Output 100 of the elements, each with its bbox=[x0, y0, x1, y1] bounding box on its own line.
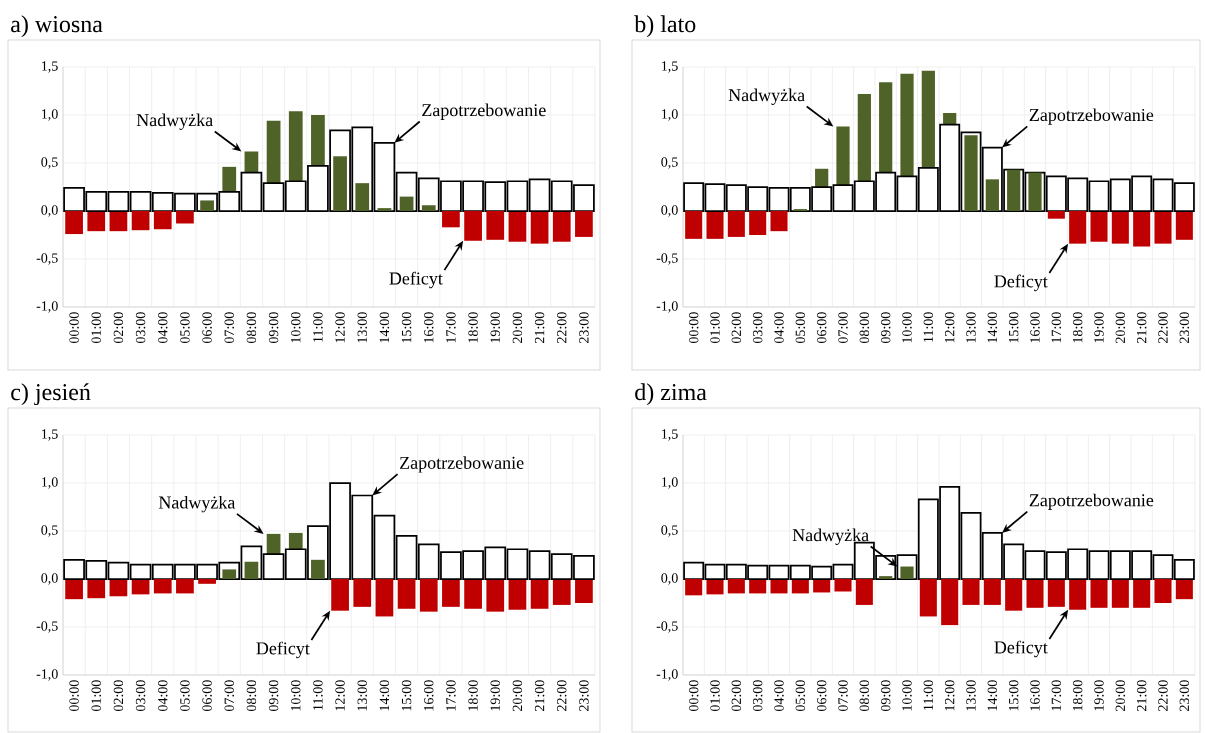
annotation: Zapotrzebowanie bbox=[422, 103, 546, 120]
x-tick-label: 23:00 bbox=[579, 680, 589, 711]
x-tick-label: 02:00 bbox=[731, 680, 742, 712]
x-tick-label: 14:00 bbox=[987, 312, 998, 343]
bar bbox=[421, 205, 436, 212]
bar bbox=[355, 183, 370, 212]
x-tick-label: 05:00 bbox=[795, 312, 806, 344]
bar bbox=[855, 579, 873, 605]
y-tick-label: 1,5 bbox=[662, 429, 678, 441]
bar bbox=[1175, 211, 1193, 240]
x-tick-label: 01:00 bbox=[710, 312, 720, 344]
chart-title: c) jesień bbox=[11, 383, 91, 406]
annotation: Nadwyżka bbox=[728, 88, 805, 105]
x-tick-label: 18:00 bbox=[1072, 680, 1083, 711]
bar bbox=[727, 579, 745, 594]
x-tick-label: 14:00 bbox=[379, 312, 390, 343]
bar bbox=[464, 579, 482, 609]
x-tick-label: 02:00 bbox=[731, 312, 742, 344]
bar bbox=[749, 579, 767, 594]
x-tick-label: 00:00 bbox=[69, 312, 79, 344]
x-tick-label: 02:00 bbox=[113, 312, 124, 344]
annotation: Deficyt bbox=[994, 274, 1048, 292]
x-tick-label: 11:00 bbox=[313, 312, 323, 342]
x-tick-label: 13:00 bbox=[357, 680, 367, 711]
x-tick-label: 22:00 bbox=[1158, 680, 1168, 711]
bar bbox=[397, 579, 416, 609]
x-tick-label: 15:00 bbox=[401, 312, 412, 343]
x-tick-label: 10:00 bbox=[902, 680, 912, 711]
bar bbox=[770, 211, 788, 232]
bar bbox=[552, 579, 571, 605]
y-tick-label: 0,5 bbox=[661, 157, 678, 169]
x-tick-label: 17:00 bbox=[1051, 680, 1062, 711]
x-tick-label: 13:00 bbox=[966, 680, 976, 711]
bar bbox=[1133, 579, 1151, 608]
bar bbox=[311, 559, 325, 580]
bar bbox=[222, 569, 237, 580]
y-tick-label: -1,0 bbox=[36, 669, 58, 681]
x-tick-label: 11:00 bbox=[923, 312, 934, 342]
y-tick-label: -1,0 bbox=[656, 301, 678, 313]
bar bbox=[530, 211, 549, 244]
bar bbox=[508, 211, 527, 242]
x-tick-label: 12:00 bbox=[335, 312, 345, 343]
bar bbox=[87, 211, 106, 232]
bar bbox=[1047, 211, 1065, 219]
x-tick-label: 01:00 bbox=[91, 312, 101, 344]
bar bbox=[1154, 211, 1172, 244]
bar bbox=[1047, 579, 1065, 607]
chart-title: b) lato bbox=[634, 15, 696, 38]
bar bbox=[244, 561, 259, 580]
x-tick-label: 07:00 bbox=[838, 680, 848, 712]
x-tick-label: 03:00 bbox=[135, 680, 146, 712]
y-tick-label: 1,5 bbox=[42, 429, 58, 441]
x-tick-label: 06:00 bbox=[816, 312, 827, 344]
bar bbox=[791, 579, 809, 594]
x-tick-label: 08:00 bbox=[859, 680, 870, 712]
annotation: Zapotrzebowanie bbox=[1029, 493, 1154, 510]
bar bbox=[87, 579, 106, 599]
y-tick-label: 0,0 bbox=[41, 205, 58, 217]
bar bbox=[1133, 211, 1151, 247]
x-tick-label: 04:00 bbox=[774, 312, 784, 344]
bar bbox=[983, 579, 1001, 605]
x-tick-label: 16:00 bbox=[1030, 312, 1040, 343]
x-tick-label: 07:00 bbox=[224, 680, 234, 712]
x-tick-label: 14:00 bbox=[379, 680, 390, 711]
x-tick-label: 08:00 bbox=[246, 680, 257, 712]
bar bbox=[900, 566, 914, 580]
x-tick-label: 19:00 bbox=[490, 312, 500, 343]
bar bbox=[530, 579, 549, 609]
annotation: Deficyt bbox=[994, 640, 1048, 658]
y-tick-label: 0,0 bbox=[41, 573, 58, 585]
bar bbox=[65, 211, 83, 235]
x-tick-label: 02:00 bbox=[113, 680, 124, 712]
y-tick-label: 0,5 bbox=[41, 525, 58, 537]
x-tick-label: 19:00 bbox=[490, 680, 500, 711]
bar bbox=[834, 579, 852, 592]
annotation: Nadwyżka bbox=[136, 113, 213, 130]
y-tick-label: 1,0 bbox=[42, 109, 58, 121]
bar bbox=[575, 211, 593, 237]
x-tick-label: 16:00 bbox=[424, 680, 434, 711]
bar bbox=[442, 211, 460, 228]
bar bbox=[377, 208, 392, 212]
x-tick-label: 09:00 bbox=[880, 312, 891, 344]
x-tick-label: 21:00 bbox=[1136, 312, 1147, 343]
x-tick-label: 12:00 bbox=[335, 680, 345, 711]
x-tick-label: 04:00 bbox=[158, 680, 168, 712]
x-tick-label: 21:00 bbox=[534, 680, 545, 711]
bar bbox=[685, 211, 703, 239]
bar bbox=[1005, 579, 1023, 611]
x-tick-label: 23:00 bbox=[579, 312, 589, 343]
bar bbox=[419, 579, 438, 612]
x-tick-label: 04:00 bbox=[158, 312, 168, 344]
y-tick-label: -0,5 bbox=[36, 621, 58, 633]
x-tick-label: 23:00 bbox=[1179, 312, 1190, 343]
bar bbox=[749, 211, 767, 236]
x-tick-label: 23:00 bbox=[1179, 680, 1190, 711]
y-tick-label: -0,5 bbox=[656, 621, 678, 633]
bar bbox=[962, 579, 980, 605]
bar bbox=[941, 579, 959, 626]
x-tick-label: 01:00 bbox=[91, 680, 101, 712]
x-tick-label: 03:00 bbox=[752, 680, 763, 712]
